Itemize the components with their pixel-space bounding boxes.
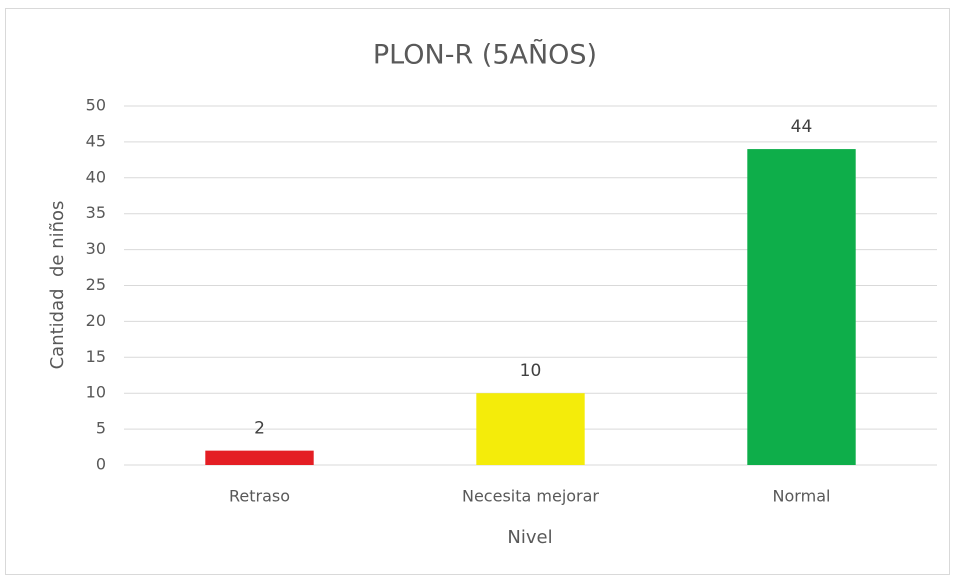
- data-label: 44: [791, 117, 813, 137]
- y-tick-label: 15: [86, 347, 106, 366]
- y-axis-label: Cantidad de niños: [47, 201, 68, 370]
- y-tick-label: 35: [86, 203, 106, 222]
- y-tick-label: 50: [86, 96, 106, 115]
- y-tick-label: 30: [86, 239, 106, 258]
- y-tick-label: 25: [86, 275, 106, 294]
- bar: [476, 393, 585, 465]
- bar: [747, 149, 856, 465]
- chart-title: PLON-R (5AÑOS): [373, 39, 597, 71]
- x-tick-label: Retraso: [229, 487, 290, 506]
- data-label: 10: [520, 361, 542, 381]
- y-tick-label: 10: [86, 383, 106, 402]
- x-axis-label: Nivel: [507, 527, 552, 548]
- y-tick-label: 40: [86, 167, 106, 186]
- y-tick-label: 0: [96, 455, 106, 474]
- y-tick-label: 45: [86, 131, 106, 150]
- x-tick-label: Necesita mejorar: [462, 487, 599, 506]
- y-tick-label: 20: [86, 311, 106, 330]
- bar: [205, 450, 314, 465]
- data-label: 2: [254, 419, 265, 439]
- x-tick-label: Normal: [773, 487, 831, 506]
- y-tick-label: 5: [96, 419, 106, 438]
